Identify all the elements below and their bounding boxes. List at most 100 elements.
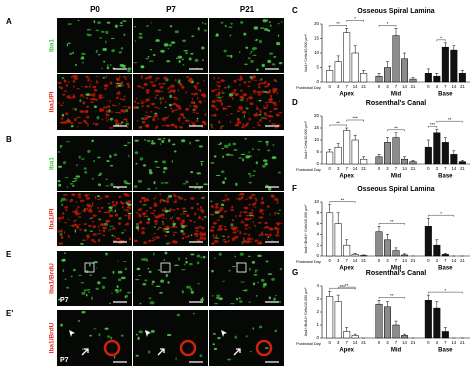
cell	[169, 217, 172, 220]
cell	[134, 185, 138, 188]
error-bar	[426, 294, 430, 301]
error-bar	[353, 45, 357, 53]
significance-label: *	[387, 21, 389, 26]
cell	[63, 231, 66, 234]
error-bar	[345, 127, 349, 131]
cell	[109, 154, 112, 159]
cell	[127, 203, 132, 206]
cell	[96, 195, 101, 197]
cell	[273, 107, 278, 111]
cell	[252, 221, 255, 224]
cell	[115, 290, 120, 294]
cell	[101, 224, 104, 226]
cell	[259, 325, 263, 329]
bar	[409, 161, 417, 165]
cell	[257, 91, 262, 94]
cell	[112, 270, 115, 274]
cell	[149, 81, 154, 84]
cell	[134, 151, 139, 155]
cell	[85, 122, 88, 125]
x-tick-label: 0	[378, 340, 381, 345]
cell	[70, 76, 73, 79]
cell	[136, 85, 141, 87]
cell	[223, 225, 227, 228]
cell	[105, 185, 110, 187]
cell	[258, 83, 260, 87]
cell	[103, 222, 108, 226]
cell	[140, 196, 145, 200]
cell	[200, 256, 203, 259]
cell	[57, 165, 63, 168]
cell	[57, 217, 63, 220]
y-tick-label: 5	[316, 149, 319, 154]
error-bar	[435, 239, 439, 246]
significance-bracket	[428, 215, 455, 217]
cell	[117, 84, 122, 87]
cell	[97, 210, 102, 213]
x-tick-label: 0	[427, 84, 430, 89]
cell	[171, 109, 175, 113]
cell	[92, 221, 95, 223]
cell	[217, 85, 221, 88]
y-axis-label: Iba1+/BrdU+ Cells/10,000 µm²	[304, 204, 308, 253]
row-label: Iba1/BrdU	[49, 322, 56, 353]
cell	[175, 357, 177, 361]
y-axis-label: Iba1+/BrdU+ Cells/10,000 µm²	[304, 287, 308, 336]
cell	[248, 241, 253, 243]
x-tick-label: 7	[395, 340, 398, 345]
micrograph	[209, 18, 284, 73]
cell	[113, 356, 116, 359]
cell	[254, 239, 259, 242]
cell	[141, 87, 145, 89]
cell	[105, 220, 108, 223]
cell	[242, 158, 245, 162]
cell	[193, 101, 196, 104]
cell	[181, 122, 184, 124]
cell	[215, 33, 219, 37]
cell	[138, 221, 143, 224]
x-tick-label: 7	[395, 84, 398, 89]
significance-label: **	[390, 293, 394, 298]
cell	[92, 240, 96, 243]
cell	[165, 242, 170, 245]
micrograph	[209, 310, 284, 366]
micrograph	[133, 136, 208, 191]
cell	[227, 239, 230, 243]
cell	[75, 208, 78, 210]
cell	[211, 269, 214, 273]
cell	[217, 77, 220, 80]
cell	[210, 124, 213, 126]
cell	[167, 91, 172, 93]
error-bar	[328, 204, 332, 213]
cell	[83, 167, 87, 170]
cell	[172, 193, 176, 195]
cell	[133, 105, 137, 110]
cell	[203, 237, 207, 241]
cell	[101, 119, 104, 121]
cell	[148, 270, 152, 273]
cell	[248, 227, 252, 229]
bar	[351, 335, 359, 339]
cell	[166, 60, 171, 63]
cell	[196, 254, 201, 258]
cell	[252, 211, 254, 213]
cell	[89, 274, 93, 277]
cell	[63, 258, 66, 262]
bar	[433, 244, 441, 257]
cell	[214, 237, 220, 239]
cell	[223, 240, 227, 243]
cell	[254, 92, 256, 95]
cell	[174, 79, 177, 82]
cell	[127, 200, 132, 203]
cell	[277, 200, 279, 202]
cell	[268, 296, 272, 300]
error-bar	[345, 327, 349, 332]
cell	[213, 302, 219, 305]
error-bar	[345, 239, 349, 246]
cell	[240, 89, 243, 92]
error-bar	[443, 327, 447, 332]
x-tick-label: 14	[451, 258, 456, 263]
cell	[218, 227, 223, 231]
cell	[61, 113, 65, 117]
cell	[232, 265, 236, 268]
